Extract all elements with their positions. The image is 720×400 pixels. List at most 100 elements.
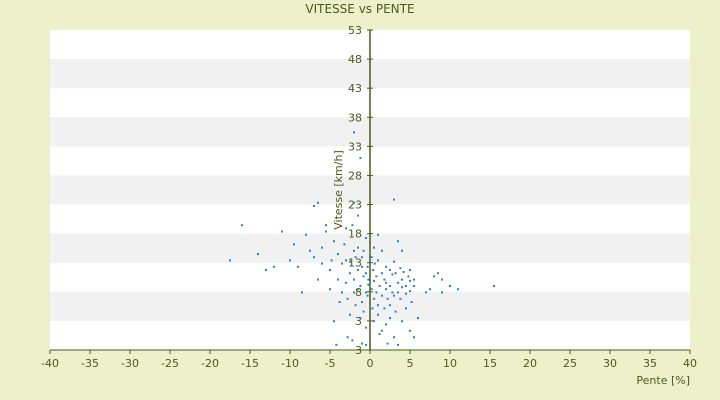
data-point <box>337 253 339 255</box>
data-point <box>351 339 354 342</box>
data-point <box>401 249 403 252</box>
data-point <box>357 246 359 249</box>
data-point <box>361 256 363 259</box>
data-point <box>343 243 346 246</box>
data-point <box>405 292 407 295</box>
y-tick-label: 13 <box>348 257 362 270</box>
y-tick-label: 28 <box>348 169 362 182</box>
data-point <box>433 275 435 278</box>
data-point <box>425 291 427 294</box>
data-point <box>313 256 315 259</box>
x-tick-label: -30 <box>121 357 139 370</box>
data-point <box>321 246 323 249</box>
data-point <box>378 333 381 335</box>
y-tick-label: 33 <box>348 140 362 153</box>
data-point <box>413 285 415 287</box>
data-point <box>402 270 405 273</box>
data-point <box>349 260 351 263</box>
data-point <box>373 279 375 282</box>
data-point <box>449 285 451 287</box>
data-point <box>413 278 415 281</box>
x-tick-label: 10 <box>443 357 457 370</box>
data-point <box>381 272 383 275</box>
data-point <box>401 286 403 289</box>
data-point <box>293 243 295 246</box>
data-point <box>397 343 399 346</box>
data-point <box>365 272 367 275</box>
data-point <box>359 285 362 287</box>
x-tick-label: -15 <box>241 357 259 370</box>
x-tick-label: 5 <box>407 357 414 370</box>
data-point <box>393 198 395 201</box>
data-point <box>409 279 411 282</box>
data-point <box>405 307 407 310</box>
x-tick-label: 25 <box>563 357 577 370</box>
data-point <box>317 278 319 281</box>
data-point <box>337 278 339 281</box>
data-point <box>361 265 363 268</box>
data-point <box>389 285 391 287</box>
data-point <box>229 259 231 262</box>
data-point <box>325 230 327 233</box>
data-point <box>393 336 395 339</box>
data-point <box>381 294 383 297</box>
data-point <box>441 291 443 294</box>
data-point <box>297 265 299 268</box>
data-point <box>385 281 387 284</box>
y-axis-label: Vitesse [km/h] <box>332 150 345 230</box>
data-point <box>281 230 283 233</box>
data-point <box>365 237 367 239</box>
y-tick-label: 53 <box>348 24 362 37</box>
data-point <box>383 278 386 281</box>
data-point <box>373 262 376 265</box>
data-point <box>354 304 357 307</box>
data-point <box>257 253 259 255</box>
data-point <box>441 278 443 281</box>
data-point <box>333 320 335 323</box>
data-point <box>365 291 367 294</box>
data-point <box>394 310 397 313</box>
x-tick-label: -10 <box>281 357 299 370</box>
y-tick-label: 18 <box>348 228 362 241</box>
data-point <box>391 273 394 276</box>
x-tick-label: -5 <box>325 357 336 370</box>
data-point <box>385 323 387 326</box>
data-point <box>429 288 431 291</box>
data-point <box>353 131 355 134</box>
data-points <box>229 131 495 346</box>
data-point <box>354 256 357 259</box>
x-tick-label: 30 <box>603 357 617 370</box>
data-point <box>399 297 402 300</box>
data-point <box>345 227 347 230</box>
data-point <box>330 259 333 262</box>
x-tick-labels: -40 -35 -30 -25 -20 -15 -10 -5 0 5 10 15 20 25 30 35 40 <box>41 350 697 370</box>
data-point <box>393 260 395 263</box>
data-point <box>338 301 341 303</box>
data-point <box>353 201 355 204</box>
data-point <box>367 278 370 281</box>
data-point <box>417 317 419 319</box>
data-point <box>386 297 389 300</box>
y-tick-label: 23 <box>348 199 362 212</box>
data-point <box>409 329 411 332</box>
data-point <box>372 269 375 271</box>
data-point <box>366 265 369 268</box>
data-point <box>273 265 275 268</box>
data-point <box>378 285 381 287</box>
data-point <box>377 233 379 236</box>
data-point <box>377 259 379 262</box>
data-point <box>361 342 363 345</box>
data-point <box>413 336 415 339</box>
x-tick-label: 40 <box>683 357 697 370</box>
data-point <box>317 201 319 204</box>
data-point <box>370 288 373 291</box>
x-tick-label: -25 <box>161 357 179 370</box>
data-point <box>289 259 291 262</box>
data-point <box>367 283 370 286</box>
data-point <box>305 233 307 236</box>
data-point <box>375 275 378 278</box>
data-point <box>373 246 375 249</box>
data-point <box>389 304 391 307</box>
